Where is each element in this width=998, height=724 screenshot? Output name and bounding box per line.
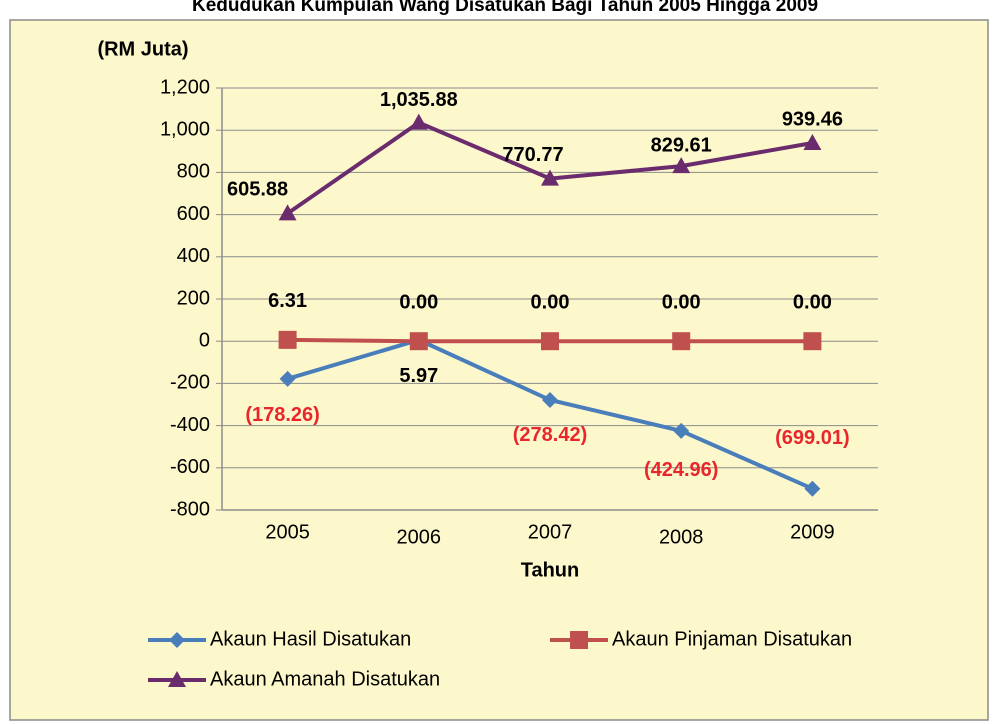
y-tick-label: 600 xyxy=(177,203,210,225)
chart-title: Kedudukan Kumpulan Wang Disatukan Bagi T… xyxy=(192,0,818,16)
data-label: (424.96) xyxy=(644,459,719,481)
data-label: (699.01) xyxy=(775,427,850,449)
x-tick-label: 2009 xyxy=(790,521,835,543)
x-tick-label: 2005 xyxy=(265,521,310,543)
y-tick-label: 800 xyxy=(177,161,210,183)
data-label: 605.88 xyxy=(227,179,288,201)
y-tick-label: 0 xyxy=(199,329,210,351)
x-tick-label: 2008 xyxy=(659,526,704,548)
chart-area xyxy=(9,19,989,721)
marker xyxy=(804,480,821,497)
legend-label: Akaun Hasil Disatukan xyxy=(210,628,411,650)
data-label: 5.97 xyxy=(399,365,438,387)
marker xyxy=(409,332,428,351)
data-label: 0.00 xyxy=(399,291,438,313)
marker xyxy=(279,370,296,387)
data-label: 6.31 xyxy=(268,290,307,312)
x-tick-label: 2006 xyxy=(397,526,442,548)
marker xyxy=(803,133,822,150)
marker xyxy=(570,631,588,649)
marker xyxy=(542,391,558,408)
legend-label: Akaun Pinjaman Disatukan xyxy=(612,628,852,650)
marker xyxy=(803,332,822,351)
marker xyxy=(168,671,186,687)
data-label: 1,035.88 xyxy=(380,89,458,111)
marker xyxy=(673,422,690,439)
data-label: (178.26) xyxy=(245,404,320,426)
marker xyxy=(169,632,185,648)
data-label: 0.00 xyxy=(531,291,570,313)
marker xyxy=(541,332,559,351)
data-label: 939.46 xyxy=(782,108,843,130)
marker xyxy=(672,157,691,174)
y-tick-label: -200 xyxy=(170,372,210,394)
y-tick-label: 200 xyxy=(177,287,210,309)
marker xyxy=(541,169,559,186)
x-tick-label: 2007 xyxy=(528,521,573,543)
y-tick-label: 400 xyxy=(177,245,210,267)
y-axis-label: (RM Juta) xyxy=(97,38,188,60)
y-tick-label: -400 xyxy=(170,414,210,436)
legend-label: Akaun Amanah Disatukan xyxy=(210,668,440,690)
marker xyxy=(278,330,297,349)
marker xyxy=(409,113,428,130)
y-tick-label: 1,000 xyxy=(160,118,210,140)
marker xyxy=(278,204,297,221)
data-label: (278.42) xyxy=(513,424,588,446)
data-label: 0.00 xyxy=(793,291,832,313)
marker xyxy=(672,332,691,351)
data-label: 829.61 xyxy=(651,134,712,156)
data-label: 770.77 xyxy=(502,144,563,166)
data-label: 0.00 xyxy=(662,291,701,313)
y-tick-label: -800 xyxy=(170,498,210,520)
x-axis-label: Tahun xyxy=(521,559,580,581)
y-tick-label: 1,200 xyxy=(160,76,210,98)
y-tick-label: -600 xyxy=(170,456,210,478)
